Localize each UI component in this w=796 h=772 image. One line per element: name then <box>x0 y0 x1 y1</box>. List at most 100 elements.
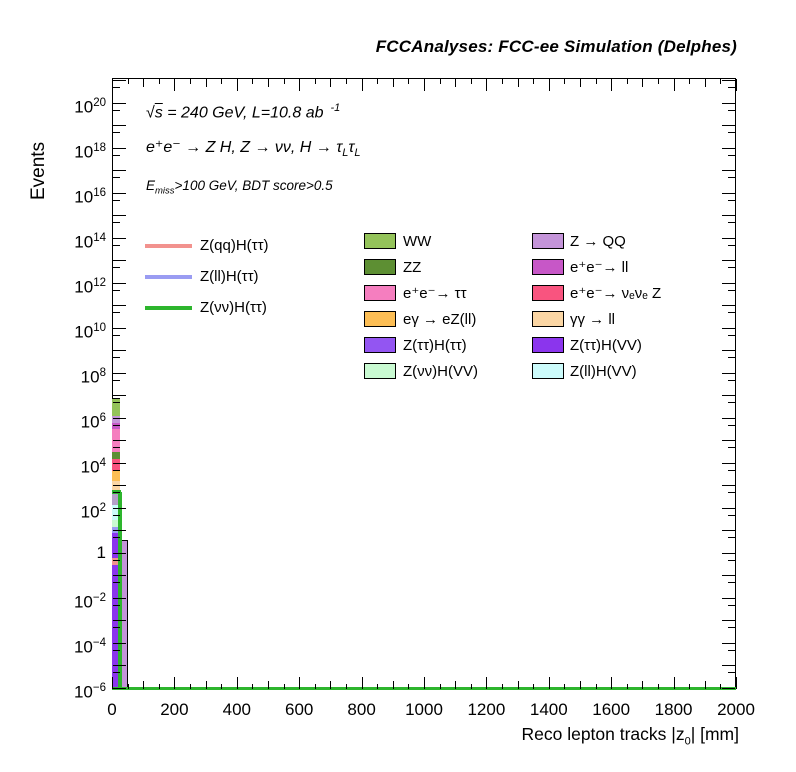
y-minor-tick <box>113 244 120 246</box>
tau-2: τ <box>348 139 355 156</box>
y-minor-tick <box>113 132 120 134</box>
x-tick-label: 1400 <box>529 700 568 719</box>
x-tick <box>626 79 628 84</box>
legend-bg2-swatch <box>532 285 564 301</box>
stack-segment <box>112 471 120 481</box>
y-tick <box>113 260 126 262</box>
y-tick <box>113 372 126 374</box>
signal-overlay <box>112 526 119 533</box>
x-tick <box>236 79 238 91</box>
y-tick <box>722 215 735 217</box>
x-tick <box>112 677 113 689</box>
x-tick <box>424 79 425 91</box>
x-tick <box>127 79 129 84</box>
y-tick <box>722 462 735 464</box>
legend-line-swatch <box>145 275 192 279</box>
legend-bg1-swatch <box>364 259 396 275</box>
x-tick <box>158 684 160 689</box>
y-tick <box>113 417 126 419</box>
x-tick <box>689 684 691 689</box>
x-tick <box>736 677 737 689</box>
y-tick <box>722 147 735 149</box>
x-title-sub: 0 <box>684 735 691 748</box>
x-title-main: Reco lepton tracks |z <box>521 724 685 744</box>
x-tick <box>517 681 519 689</box>
y-minor-tick <box>728 604 735 606</box>
y-tick-label: 1012 <box>74 276 106 297</box>
legend-item-label: Z(ττ)H(VV) <box>570 337 642 354</box>
x-tick-label: 1200 <box>467 700 506 719</box>
x-tick <box>221 684 223 689</box>
x-tick <box>533 79 535 84</box>
y-minor-tick <box>728 244 735 246</box>
y-minor-tick <box>728 379 735 381</box>
x-tick <box>221 79 223 84</box>
stack-segment <box>112 504 120 520</box>
x-tick <box>174 677 176 689</box>
y-tick <box>113 125 126 127</box>
stack-segment <box>112 451 120 460</box>
x-tick <box>346 684 347 689</box>
y-tick <box>113 327 126 329</box>
y-minor-tick <box>113 109 120 111</box>
legend-item-label: e⁺e⁻→ ll <box>570 259 629 276</box>
signal-overlay <box>112 557 119 566</box>
signal-line-cap <box>112 489 122 494</box>
y-minor-tick <box>113 469 120 471</box>
y-tick <box>722 620 735 622</box>
legend-item-label: Z(ll)H(ττ) <box>200 268 259 285</box>
y-tick <box>722 260 735 262</box>
y-minor-tick <box>728 559 735 561</box>
y-minor-tick <box>728 469 735 471</box>
y-tick <box>722 575 735 577</box>
x-tick <box>190 79 191 84</box>
y-tick <box>722 687 735 689</box>
x-tick <box>517 79 519 87</box>
y-tick-label: 10−4 <box>73 636 106 657</box>
tau-1: τ <box>336 139 343 156</box>
y-tick <box>722 170 735 172</box>
legend-item-label: Z(ττ)H(ττ) <box>403 337 467 354</box>
y-tick <box>722 507 735 509</box>
y-tick <box>722 192 735 194</box>
x-tick-label: 1600 <box>592 700 631 719</box>
y-minor-tick <box>113 402 120 404</box>
legend-bg2-swatch <box>532 337 564 353</box>
y-tick <box>113 80 126 82</box>
y-minor-tick <box>728 109 735 111</box>
y-tick <box>722 327 735 329</box>
y-tick <box>113 305 126 307</box>
x-tick <box>642 79 644 87</box>
x-tick <box>283 684 285 689</box>
x-tick <box>486 677 488 689</box>
x-tick <box>564 684 566 689</box>
y-tick <box>113 462 126 464</box>
legend-item-label: e⁺e⁻→ νₑνₑ Z <box>570 285 662 302</box>
y-minor-tick <box>113 222 120 224</box>
legend-bg1-swatch <box>364 233 396 249</box>
x-tick <box>455 79 457 87</box>
x-tick-label: 1800 <box>654 700 693 719</box>
legend-item-label: Z(νν)H(ττ) <box>200 299 267 316</box>
x-tick <box>658 684 659 689</box>
stack-segment <box>112 519 120 527</box>
x-tick <box>392 681 394 689</box>
legend-line-swatch <box>145 306 192 310</box>
x-tick <box>704 79 706 87</box>
x-tick-label: 600 <box>285 700 314 719</box>
x-tick <box>127 684 129 689</box>
y-tick <box>722 125 735 127</box>
y-minor-tick <box>113 87 120 89</box>
y-tick <box>722 665 735 667</box>
y-tick <box>113 237 126 239</box>
annotation-selection: Emiss>100 GeV, BDT score>0.5 <box>146 178 333 197</box>
x-tick <box>502 79 503 84</box>
emiss-sub: miss <box>155 185 175 197</box>
x-tick <box>470 684 472 689</box>
y-tick-label: 1020 <box>74 96 106 117</box>
x-tick <box>392 79 394 87</box>
y-minor-tick <box>113 492 120 494</box>
x-tick <box>595 79 597 84</box>
y-minor-tick <box>728 312 735 314</box>
y-tick-label: 1014 <box>74 231 106 252</box>
